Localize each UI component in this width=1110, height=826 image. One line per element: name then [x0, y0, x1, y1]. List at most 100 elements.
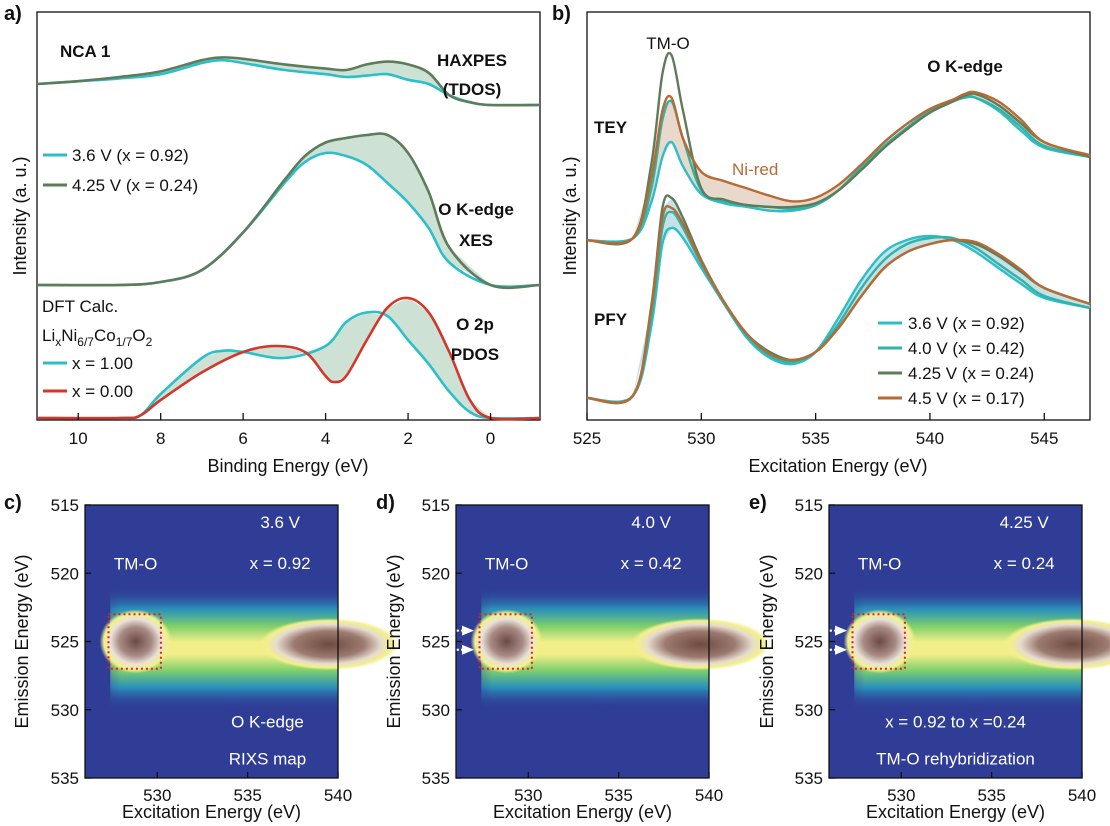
fill-pfy — [587, 198, 1090, 398]
note-line-1: O K-edge — [231, 712, 304, 731]
fill-tey — [587, 92, 1090, 241]
y-tick-label: 535 — [795, 769, 823, 788]
sample-label: NCA 1 — [60, 42, 110, 61]
y-tick-label: 525 — [795, 633, 823, 652]
ni-red-label: Ni-red — [732, 160, 778, 179]
x-tick-label: 540 — [1068, 786, 1096, 805]
y-tick-label: 535 — [51, 769, 79, 788]
composition-label: x = 0.92 — [250, 554, 311, 573]
legend-x100: x = 1.00 — [72, 354, 133, 373]
x-tick-label: 545 — [1030, 429, 1058, 448]
y-tick-label: 515 — [51, 496, 79, 515]
series-line-pdos — [36, 296, 541, 421]
x-tick-label: 535 — [604, 786, 632, 805]
tmo-hotspot — [843, 609, 916, 674]
edge-hotband — [258, 618, 399, 671]
panel-label: d) — [376, 492, 395, 514]
x-axis-label: Excitation Energy (eV) — [866, 802, 1045, 822]
composition-label: x = 0.24 — [994, 554, 1055, 573]
panel-a-x-ticks: 10 8 6 4 2 0 — [69, 413, 495, 448]
x-axis-label: Excitation Energy (eV) — [122, 802, 301, 822]
y-axis-label: Emission Energy (eV) — [384, 554, 404, 728]
band-waist-bottom — [943, 700, 1012, 761]
shift-arrow-head — [835, 644, 847, 655]
x-tick-label: 540 — [695, 786, 723, 805]
x-tick-label: 540 — [324, 786, 352, 805]
panel-a-x-axis-label: Binding Energy (eV) — [207, 456, 368, 476]
band-waist-top — [199, 520, 268, 585]
x-tick-label: 8 — [156, 429, 165, 448]
x-tick-label: 10 — [69, 429, 88, 448]
panel-b-series-lines — [586, 51, 1091, 405]
band-waist-top — [943, 520, 1012, 585]
y-tick-label: 525 — [51, 633, 79, 652]
composition-label: x = 0.42 — [621, 554, 682, 573]
panel-b-difference-fills — [587, 92, 1090, 398]
note-line-2: RIXS map — [229, 749, 306, 768]
y-tick-label: 525 — [422, 633, 450, 652]
fill-pdos — [37, 299, 540, 418]
legend-b-4p0v: 4.0 V (x = 0.42) — [908, 339, 1025, 358]
tmo-peak-label: TM-O — [646, 34, 689, 53]
pfy-label: PFY — [594, 310, 628, 329]
fill-xes — [37, 135, 540, 285]
panel-b-x-ticks: 525 530 535 540 545 — [573, 413, 1058, 448]
dft-title: DFT Calc. — [42, 297, 118, 316]
dft-formula: LixNi6/7Co1/7O2 — [42, 326, 153, 349]
series-line-xes — [36, 132, 541, 290]
x-tick-label: 540 — [916, 429, 944, 448]
x-tick-label: 535 — [233, 786, 261, 805]
tey-label: TEY — [594, 118, 628, 137]
panel-label: c) — [4, 492, 22, 514]
panel-a: a) 10 8 6 4 2 0 Binding Energy (eV) Intensity… — [4, 3, 541, 476]
series-line-pfy — [586, 204, 1091, 405]
legend-4p25v: 4.25 V (x = 0.24) — [72, 176, 198, 195]
y-tick-label: 530 — [51, 701, 79, 720]
x-tick-label: 530 — [514, 786, 542, 805]
legend-b-3p6v: 3.6 V (x = 0.92) — [908, 314, 1025, 333]
pdos-label: PDOS — [451, 345, 499, 364]
tmo-label: TM-O — [485, 554, 528, 573]
shift-arrow-head — [462, 644, 474, 655]
haxpes-label: HAXPES — [437, 51, 507, 70]
y-tick-label: 520 — [422, 564, 450, 583]
y-tick-label: 530 — [422, 701, 450, 720]
x-axis-label: Excitation Energy (eV) — [493, 802, 672, 822]
note-line-1: x = 0.92 to x =0.24 — [885, 712, 1026, 731]
panel-a-y-axis-label: Intensity (a. u.) — [10, 156, 30, 275]
y-tick-label: 520 — [795, 564, 823, 583]
series-line-tey — [586, 90, 1091, 245]
y-axis-label: Emission Energy (eV) — [12, 554, 32, 728]
edge-hotband — [629, 618, 770, 671]
panel-label: e) — [749, 492, 767, 514]
band-waist-bottom — [570, 700, 639, 761]
series-line-haxpes — [36, 56, 541, 107]
y-tick-label: 515 — [795, 496, 823, 515]
voltage-label: 4.0 V — [631, 513, 671, 532]
o2p-label: O 2p — [456, 315, 494, 334]
voltage-label: 3.6 V — [260, 513, 300, 532]
panel-b-label: b) — [552, 3, 571, 25]
xes-label: O K-edge — [438, 200, 514, 219]
panel-a-label: a) — [4, 3, 22, 25]
panel-a-series-lines — [36, 56, 541, 421]
panel-a-frame — [36, 11, 541, 421]
series-line-tey — [586, 51, 1091, 246]
band-waist-bottom — [199, 700, 268, 761]
legend-b-4p25v: 4.25 V (x = 0.24) — [908, 364, 1034, 383]
x-tick-label: 0 — [486, 429, 495, 448]
x-tick-label: 530 — [143, 786, 171, 805]
shift-arrow-head — [462, 625, 474, 636]
panel-b-x-axis-label: Excitation Energy (eV) — [748, 456, 927, 476]
note-line-2: TM-O rehybridization — [876, 749, 1035, 768]
band-waist-top — [570, 520, 639, 585]
x-tick-label: 535 — [801, 429, 829, 448]
voltage-label: 4.25 V — [1000, 513, 1050, 532]
y-tick-label: 530 — [795, 701, 823, 720]
shift-arrow-head — [835, 625, 847, 636]
tmo-region-box — [851, 613, 906, 670]
x-tick-label: 530 — [687, 429, 715, 448]
